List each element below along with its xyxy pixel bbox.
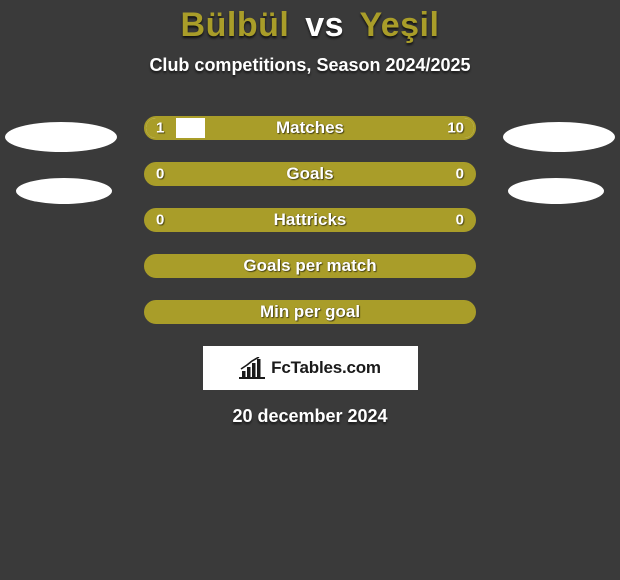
stat-value-right: 0 bbox=[456, 166, 464, 183]
player1-photo-mid bbox=[16, 178, 112, 204]
stat-label: Min per goal bbox=[146, 302, 474, 322]
player2-photo-mid bbox=[508, 178, 604, 204]
stat-row-matches: Matches1 10 bbox=[144, 116, 476, 140]
snapshot-date: 20 december 2024 bbox=[0, 406, 620, 427]
stat-row-hattricks: Hattricks0 0 bbox=[144, 208, 476, 232]
player1-name: Bülbül bbox=[181, 6, 290, 44]
player2-name: Yeşil bbox=[359, 6, 439, 44]
stat-value-right: 10 bbox=[447, 120, 464, 137]
vs-label: vs bbox=[305, 6, 344, 44]
stat-value-left: 0 bbox=[156, 212, 164, 229]
player1-photo-top bbox=[5, 122, 117, 152]
stat-value-left: 1 bbox=[156, 120, 164, 137]
player2-photo-top bbox=[503, 122, 615, 152]
stat-row-goals: Goals0 0 bbox=[144, 162, 476, 186]
stat-label: Goals per match bbox=[146, 256, 474, 276]
chart-icon bbox=[239, 357, 265, 379]
stat-row-min-per-goal: Min per goal bbox=[144, 300, 476, 324]
stat-label: Hattricks bbox=[146, 210, 474, 230]
comparison-title: Bülbül vs Yeşil bbox=[0, 0, 620, 45]
competition-subtitle: Club competitions, Season 2024/2025 bbox=[0, 55, 620, 76]
stat-label: Matches bbox=[146, 118, 474, 138]
stat-row-goals-per-match: Goals per match bbox=[144, 254, 476, 278]
stat-label: Goals bbox=[146, 164, 474, 184]
stat-value-left: 0 bbox=[156, 166, 164, 183]
brand-box: FcTables.com bbox=[203, 346, 418, 390]
brand-text: FcTables.com bbox=[271, 358, 381, 378]
stat-value-right: 0 bbox=[456, 212, 464, 229]
